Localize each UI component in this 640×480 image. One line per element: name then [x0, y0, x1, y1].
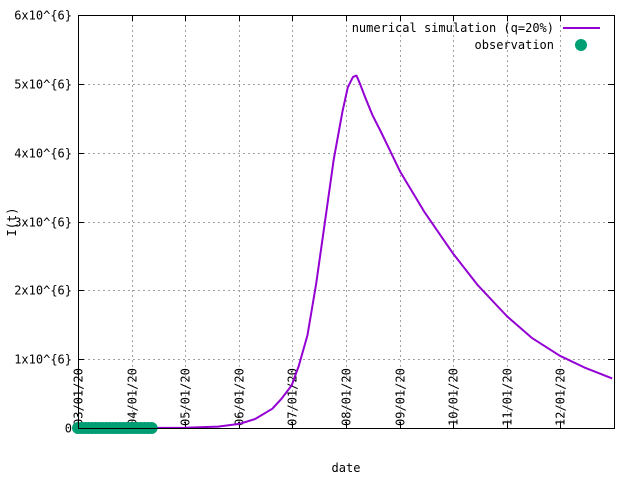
x-tick-label: 04/01/20	[126, 368, 140, 426]
series-line-simulation	[78, 74, 613, 428]
y-tick-label: 0	[65, 422, 72, 436]
x-tick-label: 11/01/20	[501, 368, 515, 426]
y-tick-label: 6x10^{6}	[14, 9, 72, 23]
y-tick-label: 3x10^{6}	[14, 216, 72, 230]
x-tick-label: 09/01/20	[394, 368, 408, 426]
y-tick-label: 1x10^{6}	[14, 353, 72, 367]
grid-lines	[78, 15, 614, 428]
y-axis-label: I(t)	[5, 208, 19, 237]
plot-frame	[78, 15, 615, 429]
x-tick-label: 06/01/20	[233, 368, 247, 426]
legend-swatch-observation	[575, 39, 587, 51]
y-tick-label: 4x10^{6}	[14, 147, 72, 161]
y-tick-label: 2x10^{6}	[14, 284, 72, 298]
y-tick-label: 5x10^{6}	[14, 78, 72, 92]
x-tick-label: 12/01/20	[554, 368, 568, 426]
x-tick-label: 07/01/20	[286, 368, 300, 426]
x-axis-label: date	[332, 461, 361, 475]
x-tick-label: 10/01/20	[447, 368, 461, 426]
x-tick-labels: 03/01/20 04/01/20 05/01/20 06/01/20 07/01/20…	[72, 368, 568, 426]
legend-label-simulation: numerical simulation (q=20%)	[352, 21, 554, 35]
y-tick-labels: 0 1x10^{6} 2x10^{6} 3x10^{6} 4x10^{6} 5x10^{6…	[14, 9, 72, 436]
legend-label-observation: observation	[475, 38, 554, 52]
x-tick-label: 08/01/20	[340, 368, 354, 426]
x-tick-label: 05/01/20	[179, 368, 193, 426]
legend: numerical simulation (q=20%) observation	[352, 21, 600, 52]
